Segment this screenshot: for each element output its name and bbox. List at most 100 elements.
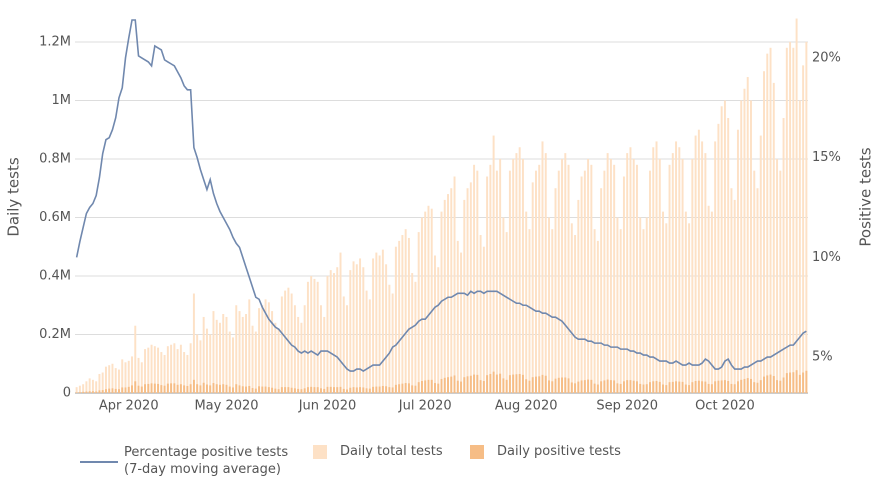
bar xyxy=(78,385,81,393)
bar xyxy=(391,387,394,393)
bar xyxy=(603,380,606,393)
bar xyxy=(518,147,521,393)
bar xyxy=(622,176,625,393)
bar xyxy=(297,316,300,393)
bar xyxy=(424,211,427,393)
bar xyxy=(352,387,355,393)
bar xyxy=(339,252,342,393)
bar xyxy=(635,381,638,393)
bar xyxy=(466,376,469,393)
bar xyxy=(134,325,137,393)
bar xyxy=(163,354,166,393)
y2-tick-label: 10% xyxy=(812,250,841,265)
bar xyxy=(375,386,378,393)
bar xyxy=(349,387,352,393)
bar xyxy=(365,290,368,393)
bar xyxy=(619,383,622,393)
bar xyxy=(782,377,785,393)
bar xyxy=(450,376,453,393)
bar xyxy=(763,376,765,393)
bar xyxy=(114,388,117,393)
bar xyxy=(381,385,384,393)
bar xyxy=(111,388,114,393)
bar xyxy=(346,305,349,393)
bar xyxy=(668,164,671,393)
bar xyxy=(561,158,564,393)
bar xyxy=(580,380,583,393)
bar xyxy=(688,223,691,393)
bar xyxy=(671,381,674,393)
bar xyxy=(355,264,358,393)
bar xyxy=(339,386,342,393)
bar xyxy=(121,359,124,393)
bar xyxy=(639,217,642,393)
bar xyxy=(479,380,482,393)
bar xyxy=(179,344,182,393)
bar xyxy=(166,383,169,393)
bar xyxy=(704,153,707,393)
bar xyxy=(727,381,730,393)
bar xyxy=(127,360,130,393)
bar xyxy=(417,382,420,393)
bar xyxy=(567,378,570,393)
bar xyxy=(398,384,401,393)
bar xyxy=(414,281,417,393)
bar xyxy=(528,229,531,393)
bar xyxy=(205,328,208,393)
bar xyxy=(727,118,730,394)
bar xyxy=(642,384,645,393)
bar xyxy=(691,158,694,393)
bar xyxy=(95,391,98,393)
bar xyxy=(805,370,808,393)
bar xyxy=(590,164,593,393)
bar xyxy=(756,382,759,393)
bar xyxy=(697,129,700,394)
bar xyxy=(798,100,801,393)
bar xyxy=(365,388,368,393)
bar xyxy=(525,379,528,393)
bar xyxy=(333,387,335,393)
bar xyxy=(606,379,609,393)
bar xyxy=(394,246,397,393)
bar xyxy=(619,229,622,393)
bar xyxy=(248,299,251,393)
bar xyxy=(417,232,420,393)
bar xyxy=(375,252,378,393)
bar xyxy=(570,382,573,393)
legend-label: Daily positive tests xyxy=(497,444,621,459)
bar xyxy=(600,381,603,393)
bar xyxy=(378,255,381,393)
bar xyxy=(567,164,570,393)
y-tick-label: 0 xyxy=(63,386,71,401)
bar xyxy=(254,331,257,393)
bar xyxy=(173,343,176,393)
bar xyxy=(186,385,189,393)
bar xyxy=(75,392,78,393)
bar xyxy=(85,381,88,393)
bar xyxy=(629,380,632,393)
bar xyxy=(98,390,101,393)
bar xyxy=(326,386,329,393)
bar xyxy=(593,383,596,393)
bar xyxy=(183,385,186,393)
bar xyxy=(280,387,283,393)
bar xyxy=(645,217,648,393)
bar xyxy=(378,386,381,393)
bar xyxy=(420,217,423,393)
bar xyxy=(205,384,208,393)
bar xyxy=(271,387,274,393)
bar xyxy=(538,376,541,393)
bar xyxy=(342,296,345,393)
bar xyxy=(531,377,534,393)
bar xyxy=(743,378,746,393)
bar xyxy=(157,383,160,393)
bar xyxy=(385,264,388,393)
bar xyxy=(626,153,629,393)
bar xyxy=(541,374,544,393)
bar xyxy=(225,384,228,393)
bar xyxy=(635,164,638,393)
bar xyxy=(710,211,713,393)
bar xyxy=(626,380,629,393)
bar xyxy=(609,158,612,393)
bar xyxy=(782,118,785,394)
